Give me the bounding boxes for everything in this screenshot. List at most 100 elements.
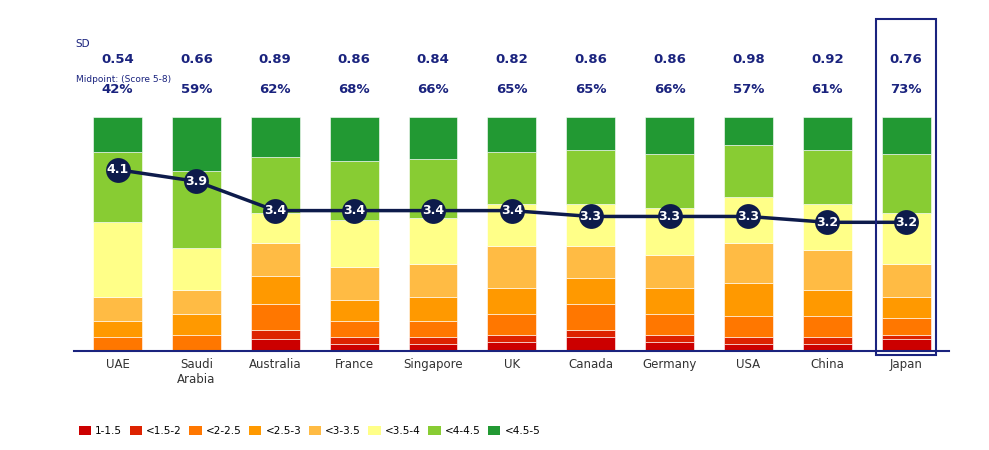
Bar bbox=[645, 154, 694, 208]
Bar bbox=[93, 222, 142, 297]
Text: 62%: 62% bbox=[259, 83, 291, 96]
Bar bbox=[567, 337, 615, 351]
Text: 66%: 66% bbox=[417, 83, 449, 96]
Bar bbox=[803, 150, 852, 203]
Text: 0.86: 0.86 bbox=[337, 53, 371, 66]
Bar bbox=[803, 117, 852, 150]
Bar bbox=[488, 152, 536, 203]
Bar bbox=[881, 117, 931, 154]
Bar bbox=[329, 117, 379, 162]
Text: 0.84: 0.84 bbox=[416, 53, 449, 66]
Text: 61%: 61% bbox=[811, 83, 843, 96]
Bar bbox=[329, 337, 379, 344]
Text: Midpoint: (Score 5-8): Midpoint: (Score 5-8) bbox=[76, 75, 171, 84]
Text: 3.4: 3.4 bbox=[343, 204, 365, 217]
Bar bbox=[803, 337, 852, 344]
Text: 0.66: 0.66 bbox=[180, 53, 213, 66]
Bar bbox=[876, 19, 936, 355]
Bar bbox=[645, 288, 694, 314]
Text: 0.76: 0.76 bbox=[890, 53, 923, 66]
Text: 0.86: 0.86 bbox=[653, 53, 686, 66]
Bar bbox=[251, 117, 300, 157]
Point bbox=[662, 213, 677, 220]
Bar bbox=[645, 255, 694, 288]
Bar bbox=[803, 290, 852, 316]
Bar bbox=[251, 157, 300, 213]
Text: 66%: 66% bbox=[654, 83, 685, 96]
Bar bbox=[645, 208, 694, 255]
Bar bbox=[724, 337, 772, 344]
Bar bbox=[567, 203, 615, 246]
Bar bbox=[251, 276, 300, 304]
Bar bbox=[488, 314, 536, 335]
Bar bbox=[408, 320, 457, 337]
Text: 42%: 42% bbox=[102, 83, 134, 96]
Bar bbox=[567, 330, 615, 337]
Text: 73%: 73% bbox=[890, 83, 922, 96]
Text: 65%: 65% bbox=[496, 83, 527, 96]
Bar bbox=[488, 342, 536, 351]
Text: 3.3: 3.3 bbox=[738, 210, 760, 223]
Bar bbox=[881, 213, 931, 265]
Bar bbox=[724, 283, 772, 316]
Text: 68%: 68% bbox=[338, 83, 370, 96]
Bar bbox=[881, 335, 931, 339]
Point bbox=[583, 213, 598, 220]
Bar bbox=[724, 316, 772, 337]
Bar bbox=[803, 316, 852, 337]
Text: 0.92: 0.92 bbox=[811, 53, 844, 66]
Bar bbox=[488, 246, 536, 288]
Text: 3.9: 3.9 bbox=[185, 175, 208, 188]
Bar bbox=[645, 342, 694, 351]
Bar bbox=[93, 337, 142, 351]
Bar bbox=[408, 117, 457, 159]
Point bbox=[425, 207, 441, 214]
Text: 59%: 59% bbox=[181, 83, 212, 96]
Text: 3.2: 3.2 bbox=[895, 216, 917, 229]
Text: 65%: 65% bbox=[575, 83, 606, 96]
Text: 3.3: 3.3 bbox=[659, 210, 680, 223]
Bar bbox=[724, 117, 772, 145]
Bar bbox=[567, 117, 615, 150]
Bar bbox=[488, 335, 536, 342]
Bar bbox=[251, 304, 300, 330]
Text: 57%: 57% bbox=[733, 83, 764, 96]
Bar bbox=[724, 243, 772, 283]
Text: 3.4: 3.4 bbox=[422, 204, 444, 217]
Bar bbox=[408, 265, 457, 297]
Bar bbox=[251, 339, 300, 351]
Text: 0.89: 0.89 bbox=[259, 53, 292, 66]
Bar bbox=[93, 297, 142, 320]
Bar bbox=[645, 117, 694, 154]
Bar bbox=[645, 335, 694, 342]
Legend: 1-1.5, <1.5-2, <2-2.5, <2.5-3, <3-3.5, <3.5-4, <4-4.5, <4.5-5: 1-1.5, <1.5-2, <2-2.5, <2.5-3, <3-3.5, <… bbox=[74, 422, 544, 440]
Bar bbox=[329, 267, 379, 300]
Text: 3.4: 3.4 bbox=[500, 204, 523, 217]
Bar bbox=[488, 288, 536, 314]
Bar bbox=[881, 339, 931, 351]
Text: 3.2: 3.2 bbox=[816, 216, 839, 229]
Text: 4.1: 4.1 bbox=[107, 163, 129, 176]
Bar bbox=[803, 203, 852, 250]
Point bbox=[267, 207, 283, 214]
Point bbox=[110, 166, 126, 173]
Bar bbox=[488, 203, 536, 246]
Bar bbox=[803, 250, 852, 290]
Text: 0.86: 0.86 bbox=[575, 53, 607, 66]
Bar bbox=[567, 279, 615, 304]
Point bbox=[741, 213, 757, 220]
Text: 3.3: 3.3 bbox=[580, 210, 601, 223]
Bar bbox=[881, 318, 931, 335]
Bar bbox=[881, 265, 931, 297]
Bar bbox=[803, 344, 852, 351]
Bar bbox=[329, 162, 379, 220]
Bar bbox=[408, 297, 457, 320]
Bar bbox=[329, 220, 379, 267]
Bar bbox=[172, 117, 221, 171]
Bar bbox=[251, 213, 300, 243]
Bar bbox=[93, 117, 142, 152]
Bar bbox=[329, 344, 379, 351]
Text: 3.4: 3.4 bbox=[264, 204, 286, 217]
Bar bbox=[488, 117, 536, 152]
Bar bbox=[408, 159, 457, 218]
